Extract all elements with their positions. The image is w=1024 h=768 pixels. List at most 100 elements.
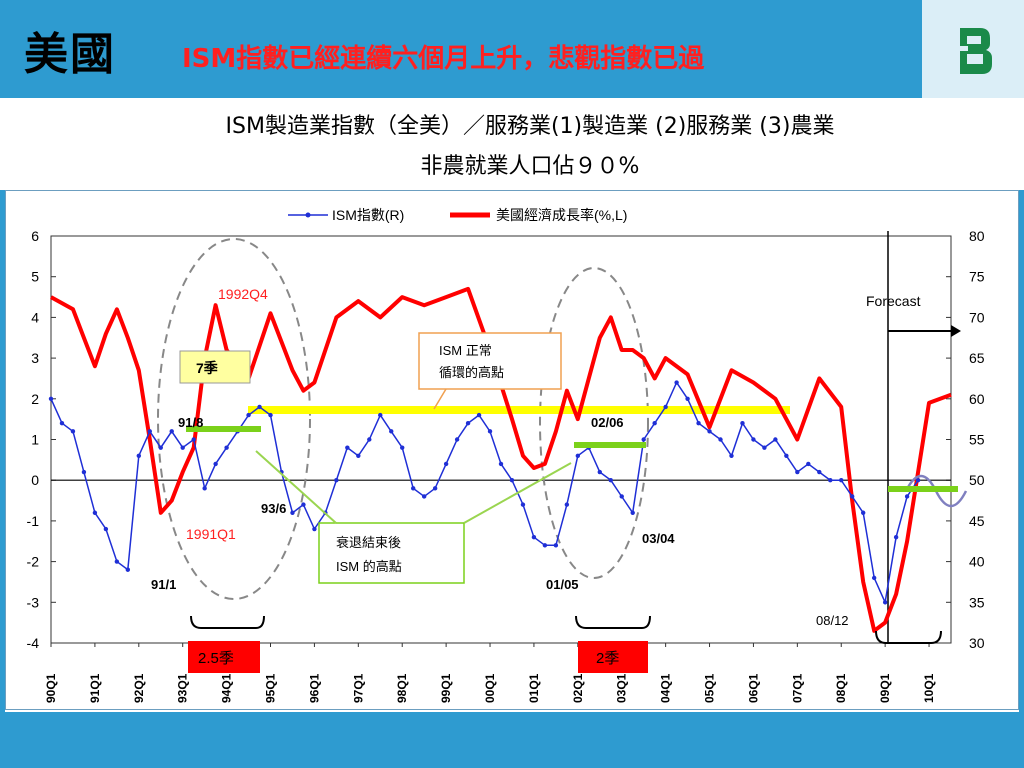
ism-point <box>345 445 350 450</box>
ism-point <box>180 445 185 450</box>
ism-point <box>674 380 679 385</box>
left-tick-label: 1 <box>31 432 39 448</box>
ism-point <box>707 429 712 434</box>
ism-point <box>597 469 602 475</box>
annotation-1992q4: 1992Q4 <box>218 286 268 302</box>
left-tick-label: 2 <box>31 391 39 407</box>
annotation-93-6: 93/6 <box>261 501 286 516</box>
ism-point <box>553 543 559 548</box>
right-tick-label: 45 <box>969 513 985 529</box>
logo-box <box>922 0 1024 98</box>
ism-point <box>498 461 504 467</box>
ism-point <box>663 404 668 410</box>
x-tick-label: 03Q1 <box>615 673 629 703</box>
ism-point <box>246 412 251 418</box>
right-tick-label: 35 <box>969 594 985 610</box>
header-bar <box>0 0 1024 98</box>
ism-point <box>718 437 723 442</box>
ism-point <box>575 453 581 458</box>
left-tick-label: -3 <box>27 594 40 610</box>
annotation-arrow-right <box>463 462 572 524</box>
ism-point <box>421 494 427 499</box>
ism-point <box>169 429 174 434</box>
legend-ism-dot <box>305 212 311 218</box>
x-tick-label: 90Q1 <box>44 673 58 703</box>
ism-point <box>136 453 142 458</box>
x-tick-label: 09Q1 <box>878 673 892 703</box>
right-tick-label: 65 <box>969 350 985 366</box>
duration-label-2001: 2季 <box>596 650 619 667</box>
annotation-7q-box <box>179 350 251 384</box>
ism-point <box>729 453 734 458</box>
right-tick-label: 40 <box>969 554 985 570</box>
left-tick-label: -4 <box>27 635 40 651</box>
ism-point <box>389 429 394 434</box>
ism-point <box>685 396 690 401</box>
annotation-02-06: 02/06 <box>591 415 624 430</box>
ism-point <box>213 461 218 467</box>
ism-point <box>773 437 778 442</box>
annotation-post-recession-box <box>318 522 465 584</box>
ism-point <box>828 478 833 483</box>
ism-point <box>795 469 800 475</box>
ism-point <box>619 494 624 499</box>
ism-point <box>871 575 877 581</box>
ism-point <box>334 478 339 483</box>
annotation-91-1: 91/1 <box>151 577 176 592</box>
ism-point <box>257 404 262 410</box>
x-tick-label: 91Q1 <box>88 673 102 703</box>
recession-ellipse-2001 <box>539 267 649 579</box>
ism-point <box>454 437 460 442</box>
ism-point <box>784 453 789 458</box>
annotation-1991q1: 1991Q1 <box>186 526 236 542</box>
ism-point <box>509 478 515 483</box>
ism-point <box>70 429 76 434</box>
left-tick-label: 6 <box>31 228 39 244</box>
x-tick-label: 95Q1 <box>264 673 278 703</box>
x-tick-label: 96Q1 <box>307 673 321 703</box>
ism-point <box>520 502 526 507</box>
left-tick-label: 0 <box>31 472 39 488</box>
right-edge <box>1019 190 1024 712</box>
chart-frame: 6 5 4 3 2 1 0 -1 -2 -3 -4 80 75 70 65 60 55 50 45 40 35 30 90Q… <box>5 190 1019 710</box>
x-tick-label: 92Q1 <box>132 673 146 703</box>
left-tick-label: 3 <box>31 350 39 366</box>
bracket-1991 <box>190 615 265 629</box>
ism-point <box>114 559 120 564</box>
left-tick-label: 4 <box>31 309 39 325</box>
right-tick-label: 80 <box>969 228 985 244</box>
right-tick-label: 30 <box>969 635 985 651</box>
ism-series-line <box>50 380 919 605</box>
ism-point <box>882 600 888 605</box>
right-tick-label: 70 <box>969 309 985 325</box>
ism-point <box>301 502 306 507</box>
ism-point <box>531 534 537 540</box>
left-tick-label: 5 <box>31 269 39 285</box>
annotation-arrow-left <box>255 450 337 524</box>
ism-point <box>312 526 317 532</box>
x-tick-label: 01Q1 <box>527 673 541 703</box>
ism-point <box>443 461 449 467</box>
annotation-7q: 7季 <box>196 360 218 376</box>
annotation-01-05: 01/05 <box>546 577 579 592</box>
legend-ism-label: ISM指數(R) <box>332 207 404 223</box>
ism-point <box>48 396 54 401</box>
ism-point <box>696 421 701 426</box>
ism-point <box>740 421 745 426</box>
ism-point <box>893 534 899 540</box>
ism-point <box>630 510 635 515</box>
duration-box-2001 <box>578 641 648 673</box>
ism-point <box>476 412 482 418</box>
x-tick-label: 94Q1 <box>220 673 234 703</box>
ism-point <box>147 429 152 434</box>
ism-point <box>400 445 405 450</box>
ism-point <box>92 510 98 515</box>
annotation-03-04: 03/04 <box>642 531 675 546</box>
ism-point <box>432 486 438 491</box>
ism-point <box>378 412 383 418</box>
page-subtitle: ISM指數已經連續六個月上升，悲觀指數已過 <box>182 44 705 74</box>
annotation-91-8: 91/8 <box>178 415 203 430</box>
ism-point <box>608 478 613 483</box>
annotation-ism-normal-2: 循環的高點 <box>439 365 504 380</box>
footer-bar <box>0 712 1024 768</box>
